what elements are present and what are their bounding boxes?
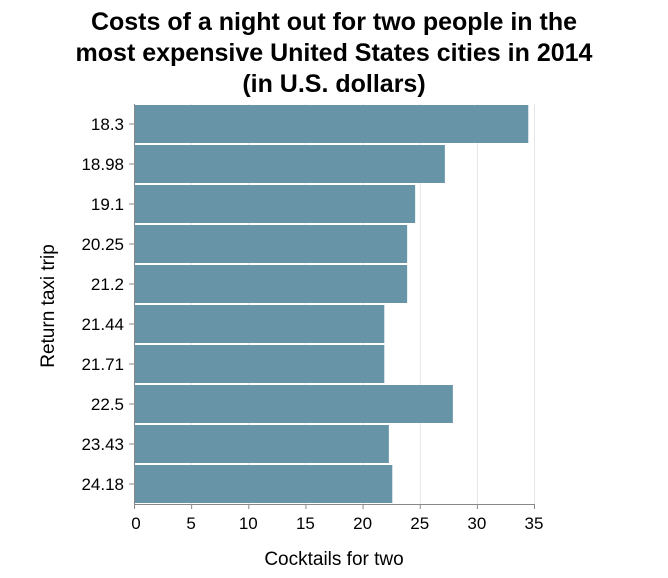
bar-21.44 — [134, 305, 385, 343]
y-axis-title: Return taxi trip — [38, 244, 59, 368]
y-tick-label-7: 22.5 — [91, 395, 124, 414]
y-tick-label-8: 23.43 — [81, 435, 124, 454]
y-tick-labels: 18.3 18.98 19.1 20.25 21.2 21.44 21.71 22.5 23.4… — [81, 115, 134, 494]
bar-21.2 — [134, 265, 408, 303]
y-tick-label-0: 18.3 — [91, 115, 124, 134]
bar-24.18 — [134, 465, 393, 503]
bar-18.3 — [134, 105, 529, 143]
x-tick-label-0: 0 — [131, 514, 140, 533]
x-tick-label-1: 5 — [186, 514, 195, 533]
x-tick-label-3: 15 — [296, 514, 315, 533]
bar-21.71 — [134, 345, 385, 383]
bar-19.1 — [134, 185, 416, 223]
y-tick-label-6: 21.71 — [81, 355, 124, 374]
y-tick-label-5: 21.44 — [81, 315, 124, 334]
chart-title-line-3: (in U.S. dollars) — [242, 70, 425, 98]
x-tick-label-2: 10 — [239, 514, 258, 533]
y-tick-label-9: 24.18 — [81, 475, 124, 494]
bar-22.5 — [134, 385, 453, 423]
bar-18.98 — [134, 145, 445, 183]
chart-title-line-2: most expensive United States cities in 2… — [76, 39, 593, 67]
y-tick-label-2: 19.1 — [91, 195, 124, 214]
x-tick-label-5: 25 — [410, 514, 429, 533]
x-tick-label-6: 30 — [467, 514, 486, 533]
chart-title-line-1: Costs of a night out for two people in t… — [91, 8, 577, 36]
y-tick-label-3: 20.25 — [81, 235, 124, 254]
bar-23.43 — [134, 425, 389, 463]
bars — [134, 105, 529, 503]
bar-20.25 — [134, 225, 408, 263]
x-tick-label-4: 20 — [353, 514, 372, 533]
x-tick-labels: 0 5 10 15 20 25 30 35 — [131, 504, 543, 533]
y-tick-label-4: 21.2 — [91, 275, 124, 294]
axes — [134, 104, 534, 505]
x-axis-title: Cocktails for two — [264, 549, 403, 570]
y-tick-label-1: 18.98 — [81, 155, 124, 174]
x-tick-label-7: 35 — [525, 514, 544, 533]
